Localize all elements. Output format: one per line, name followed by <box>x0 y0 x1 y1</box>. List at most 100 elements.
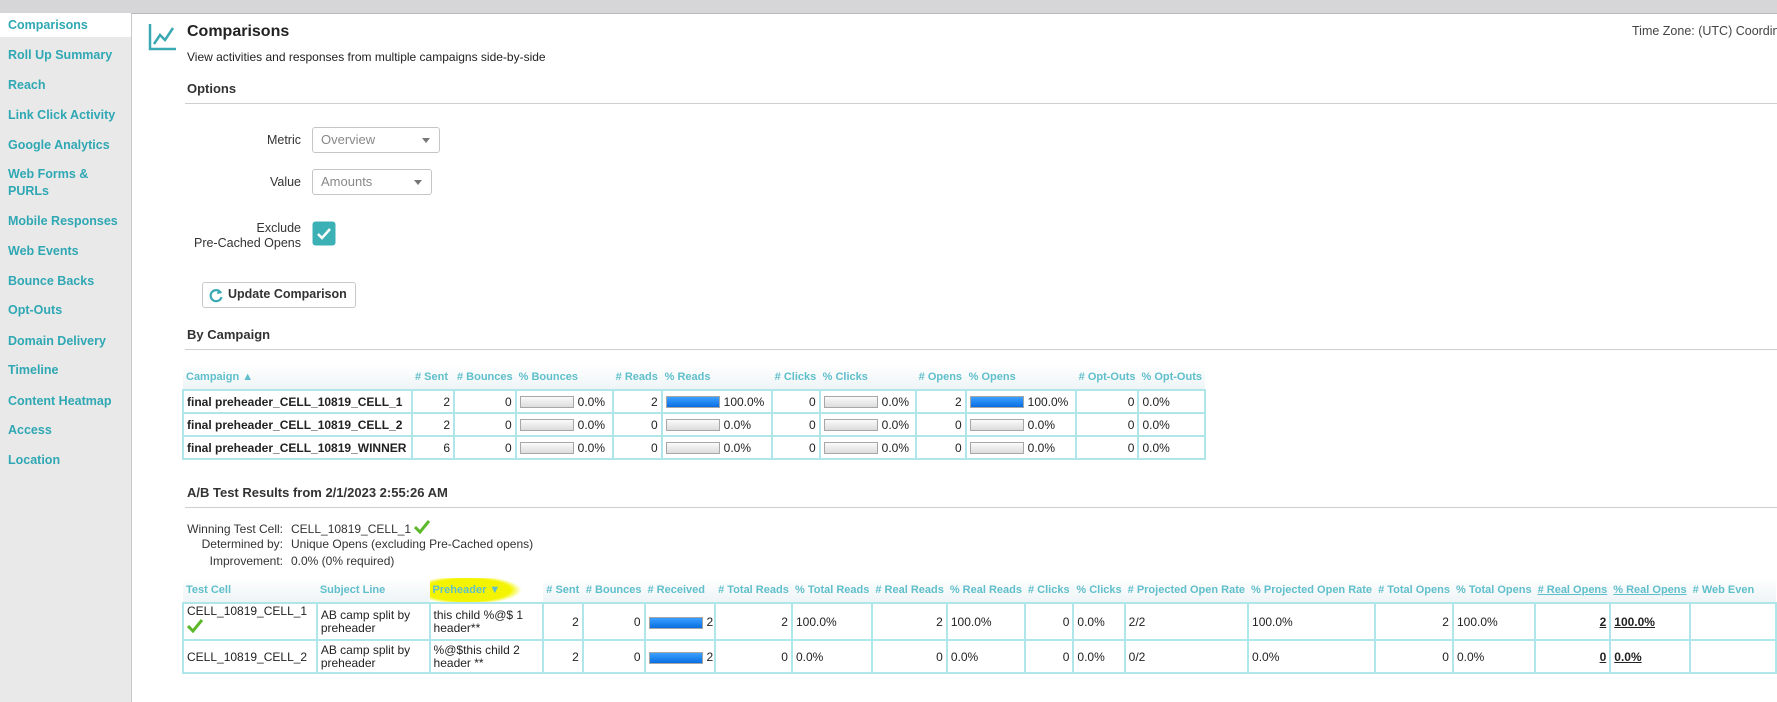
cell: 0 <box>714 639 793 674</box>
top-bar <box>0 0 1777 14</box>
cell: final preheader_CELL_10819_CELL_2 <box>182 412 413 437</box>
nav-item[interactable]: Location <box>8 453 61 467</box>
cell: 0 <box>914 435 967 460</box>
nav-item[interactable]: Roll Up Summary <box>8 48 113 62</box>
column-header[interactable]: # Reads <box>612 365 662 390</box>
column-header[interactable]: % Real Opens <box>1610 578 1690 603</box>
column-header[interactable]: # Total Opens <box>1375 578 1453 603</box>
label-line: Pre-Cached Opens <box>193 236 301 250</box>
cell: 0.0% <box>818 389 917 414</box>
column-header[interactable]: # Real Reads <box>872 578 947 603</box>
cell: 0.0% <box>1072 639 1126 674</box>
cell: 0.0% <box>1137 412 1206 437</box>
column-header[interactable]: Test Cell <box>183 578 317 603</box>
cell[interactable]: 0.0% <box>1609 639 1691 674</box>
cell: 0.0% <box>514 435 614 460</box>
nav-item[interactable]: Access <box>8 423 52 437</box>
column-header[interactable]: % Opens <box>965 365 1076 390</box>
cell: 0 <box>770 412 821 437</box>
cell-text: 0.0% <box>577 440 605 455</box>
cell-text: 0.0% <box>723 440 751 455</box>
cell: 6 <box>411 435 455 460</box>
cell: 2 <box>643 639 717 674</box>
column-header[interactable]: % Opt-Outs <box>1138 365 1205 390</box>
nav-item[interactable]: Opt-Outs <box>8 303 63 317</box>
nav-item[interactable]: Reach <box>8 78 46 92</box>
check-icon <box>187 619 203 633</box>
cell: 2 <box>643 602 717 641</box>
info-row: Determined by: Unique Opens (excluding Pr… <box>150 537 534 551</box>
nav-item[interactable]: Content Heatmap <box>8 394 112 408</box>
header-row: Campaign ▲ # Sent # Bounces% Bounces # Read… <box>183 365 1205 390</box>
column-header[interactable]: # Web Even <box>1689 578 1776 603</box>
nav-item[interactable]: Bounce Backs <box>8 274 95 288</box>
value-label: Value <box>269 175 301 189</box>
column-header[interactable]: Preheader ▼ <box>429 578 544 603</box>
column-header[interactable]: # Opt-Outs <box>1075 365 1139 390</box>
cell: 2 <box>914 389 967 414</box>
checkbox[interactable] <box>312 221 336 246</box>
data-row: CELL_10819_CELL_1 AB camp split by prehea… <box>182 602 1777 641</box>
cell: final preheader_CELL_10819_CELL_1 <box>182 389 413 414</box>
cell: 0.0% <box>790 639 874 674</box>
cell[interactable]: 2 <box>1533 602 1612 641</box>
cell: 0 <box>1074 389 1140 414</box>
column-header[interactable]: # Clicks <box>771 365 820 390</box>
column-header[interactable]: # Opens <box>915 365 966 390</box>
nav-item[interactable]: Web Events <box>8 244 79 258</box>
value-select[interactable]: Amounts <box>312 169 432 195</box>
column-header[interactable]: Subject Line <box>316 578 430 603</box>
cell: 0.0% <box>660 435 773 460</box>
column-header[interactable]: # Bounces <box>582 578 645 603</box>
column-header[interactable]: # Clicks <box>1025 578 1074 603</box>
column-header[interactable]: % Real Reads <box>946 578 1025 603</box>
cell: 0 <box>1023 602 1075 641</box>
cell: 100.0% <box>1451 602 1536 641</box>
cell: 0 <box>871 639 948 674</box>
cell: 2 <box>871 602 948 641</box>
cell: 0 <box>453 435 517 460</box>
received-bar-fill <box>649 617 702 628</box>
column-header[interactable]: # Bounces <box>454 365 516 390</box>
cell: 0.0% <box>945 639 1027 674</box>
column-header[interactable]: Campaign ▲ <box>183 365 412 390</box>
cell: 0.0% <box>1072 602 1126 641</box>
column-header[interactable]: % Bounces <box>515 365 613 390</box>
cell: CELL_10819_CELL_1 <box>182 602 318 641</box>
column-header[interactable]: % Clicks <box>819 365 916 390</box>
column-header[interactable]: # Projected Open Rate <box>1124 578 1249 603</box>
nav-item[interactable]: Domain Delivery <box>8 334 106 348</box>
nav-active-bg <box>0 13 131 37</box>
column-header[interactable]: % Clicks <box>1073 578 1125 603</box>
percent-bar <box>519 442 574 455</box>
cell: 0 <box>453 412 517 437</box>
cell-text: CELL_10819_CELL_2 <box>187 649 308 664</box>
info-row: Winning Test Cell: CELL_10819_CELL_1 <box>150 520 431 536</box>
cell[interactable]: 0 <box>1533 639 1612 674</box>
column-header[interactable]: % Projected Open Rate <box>1248 578 1376 603</box>
column-header[interactable]: % Total Opens <box>1452 578 1535 603</box>
nav-item[interactable]: Mobile Responses <box>8 214 118 228</box>
column-header[interactable]: # Total Reads <box>715 578 792 603</box>
nav-item[interactable]: Google Analytics <box>8 138 110 152</box>
column-header[interactable]: % Total Reads <box>791 578 873 603</box>
column-header[interactable]: % Reads <box>661 365 772 390</box>
nav-item[interactable]: Link Click Activity <box>8 108 116 122</box>
cell: 2/2 <box>1123 602 1250 641</box>
cell: 2 <box>1374 602 1454 641</box>
nav-item[interactable]: Web Forms & PURLs <box>8 167 89 198</box>
metric-select[interactable]: Overview <box>312 127 440 153</box>
cell: 100.0% <box>945 602 1027 641</box>
section-heading: By Campaign <box>187 327 271 342</box>
nav-item[interactable]: Timeline <box>8 363 59 377</box>
column-header[interactable]: # Received <box>644 578 716 603</box>
cell[interactable]: 100.0% <box>1609 602 1691 641</box>
cell: 0 <box>1074 412 1140 437</box>
cell: 0 <box>914 412 967 437</box>
update-button[interactable]: Update Comparison <box>202 282 356 308</box>
info-label: Improvement: <box>209 554 283 568</box>
nav-item[interactable]: Comparisons <box>8 18 88 32</box>
column-header[interactable]: # Real Opens <box>1534 578 1611 603</box>
column-header[interactable]: # Sent <box>543 578 583 603</box>
column-header[interactable]: # Sent <box>412 365 454 390</box>
